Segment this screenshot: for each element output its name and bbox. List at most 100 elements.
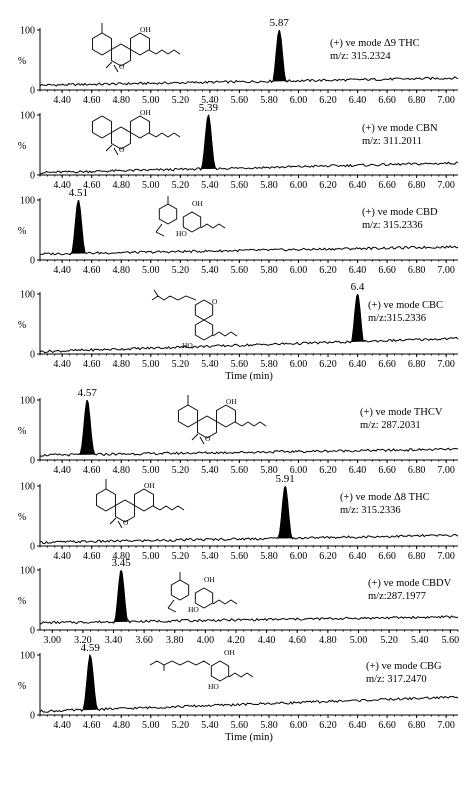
molecule-structure-thc: OH O bbox=[96, 479, 185, 529]
x-tick-label: 4.60 bbox=[83, 359, 101, 370]
x-tick-label: 5.40 bbox=[201, 465, 219, 476]
x-tick-label: 5.80 bbox=[260, 180, 278, 191]
y-axis-percent-label: % bbox=[18, 320, 26, 331]
x-tick-label: 7.00 bbox=[437, 359, 455, 370]
x-tick-label: 4.60 bbox=[83, 265, 101, 276]
x-tick-label: 6.00 bbox=[290, 465, 308, 476]
peak-fill bbox=[69, 199, 88, 254]
x-tick-label: 5.00 bbox=[142, 465, 160, 476]
mol-label-oh: OH bbox=[140, 25, 151, 34]
x-tick-label: 3.20 bbox=[74, 635, 92, 646]
x-tick-label: 7.00 bbox=[437, 265, 455, 276]
x-tick-label: 6.20 bbox=[319, 720, 337, 731]
x-tick-label: 4.40 bbox=[53, 359, 71, 370]
x-tick-label: 6.00 bbox=[290, 180, 308, 191]
peak-retention-label: 4.57 bbox=[78, 387, 98, 399]
x-tick-label: 6.00 bbox=[290, 265, 308, 276]
x-tick-label: 5.60 bbox=[231, 95, 249, 106]
x-tick-label: 5.60 bbox=[231, 359, 249, 370]
peak-fill bbox=[199, 114, 218, 170]
x-tick-label: 4.80 bbox=[112, 180, 130, 191]
ionization-mode-label: (+) ve mode CBDV bbox=[368, 578, 452, 589]
chromatogram-panel-5: 0 100% 4.40 4.60 4.80 5.00 5.20 5.40 5.60 5.80 6.0… bbox=[18, 473, 459, 562]
mol-label-oh: OH bbox=[140, 108, 151, 117]
chromatogram-panel-0: 0 100% 4.40 4.60 4.80 5.00 5.20 5.40 5.60 5.80 6.0… bbox=[18, 17, 459, 106]
y-tick-label: 0 bbox=[30, 171, 35, 182]
x-tick-label: 5.00 bbox=[142, 265, 160, 276]
mol-label-o: O bbox=[119, 62, 125, 71]
x-tick-label: 4.60 bbox=[83, 720, 101, 731]
x-tick-label: 6.80 bbox=[408, 720, 426, 731]
mol-label-oh: OH bbox=[192, 199, 203, 208]
mz-value-label: m/z: 311.2011 bbox=[362, 136, 422, 147]
chromatogram-trace bbox=[39, 400, 459, 457]
y-tick-label: 0 bbox=[30, 256, 35, 267]
x-tick-label: 5.20 bbox=[380, 635, 398, 646]
x-tick-label: 5.20 bbox=[172, 465, 190, 476]
x-tick-label: 5.20 bbox=[172, 95, 190, 106]
x-tick-label: 5.40 bbox=[201, 265, 219, 276]
x-tick-label: 5.40 bbox=[411, 635, 429, 646]
x-tick-label: 4.80 bbox=[112, 465, 130, 476]
y-tick-label: 100 bbox=[20, 196, 35, 207]
y-axis-percent-label: % bbox=[18, 512, 26, 523]
y-tick-label: 100 bbox=[20, 651, 35, 662]
ionization-mode-label: (+) ve mode CBN bbox=[362, 123, 438, 134]
x-tick-label: 4.80 bbox=[112, 95, 130, 106]
x-tick-label: 5.80 bbox=[260, 720, 278, 731]
peak-retention-label: 3.45 bbox=[112, 557, 132, 569]
x-axis-title: Time (min) bbox=[225, 732, 273, 743]
x-tick-label: 4.00 bbox=[197, 635, 215, 646]
chromatogram-trace bbox=[39, 199, 459, 256]
x-tick-label: 5.80 bbox=[260, 551, 278, 562]
x-tick-label: 6.40 bbox=[349, 95, 367, 106]
x-tick-label: 7.00 bbox=[437, 95, 455, 106]
mol-label-ho: HO bbox=[176, 229, 187, 238]
mz-value-label: m/z: 315.2336 bbox=[362, 220, 423, 231]
mol-label-o: O bbox=[123, 518, 129, 527]
x-tick-label: 6.80 bbox=[408, 465, 426, 476]
x-tick-label: 6.00 bbox=[290, 720, 308, 731]
x-tick-label: 6.80 bbox=[408, 551, 426, 562]
chromatogram-panel-7: 0 100% 4.40 4.60 4.80 5.00 5.20 5.40 5.60 5.80 6.0… bbox=[18, 642, 459, 743]
x-tick-label: 6.40 bbox=[349, 265, 367, 276]
x-tick-label: 4.80 bbox=[112, 265, 130, 276]
x-tick-label: 5.00 bbox=[142, 551, 160, 562]
peak-fill bbox=[276, 485, 294, 539]
chromatogram-panel-6: 0 100% 3.00 3.20 3.40 3.60 3.80 4.00 4.20 4.40 4.6… bbox=[18, 557, 459, 646]
x-tick-label: 6.40 bbox=[349, 465, 367, 476]
x-tick-label: 5.60 bbox=[231, 180, 249, 191]
x-tick-label: 5.80 bbox=[260, 265, 278, 276]
y-tick-label: 0 bbox=[30, 711, 35, 722]
y-tick-label: 0 bbox=[30, 456, 35, 467]
x-tick-label: 6.80 bbox=[408, 265, 426, 276]
chromatogram-panel-1: 0 100% 4.40 4.60 4.80 5.00 5.20 5.40 5.60 5.80 6.0… bbox=[18, 102, 459, 191]
chromatogram-panel-2: 0 100% 4.40 4.60 4.80 5.00 5.20 5.40 5.60 5.80 6.0… bbox=[18, 187, 459, 276]
ionization-mode-label: (+) ve mode THCV bbox=[360, 407, 443, 418]
molecule-structure-cbn: OH O bbox=[92, 108, 181, 156]
y-axis-percent-label: % bbox=[18, 681, 26, 692]
molecule-structure-cbd: OH HO bbox=[167, 572, 238, 614]
peak-retention-label: 5.87 bbox=[270, 17, 290, 29]
peak-retention-label: 6.4 bbox=[351, 281, 365, 293]
x-tick-label: 3.60 bbox=[135, 635, 153, 646]
x-tick-label: 6.60 bbox=[378, 180, 396, 191]
ionization-mode-label: (+) ve mode CBG bbox=[366, 661, 442, 672]
x-tick-label: 4.60 bbox=[83, 95, 101, 106]
y-tick-label: 100 bbox=[20, 290, 35, 301]
molecule-structure-cbc: O HO bbox=[151, 289, 238, 350]
ionization-mode-label: (+) ve mode CBD bbox=[362, 207, 438, 218]
x-tick-label: 6.40 bbox=[349, 180, 367, 191]
x-tick-label: 6.60 bbox=[378, 359, 396, 370]
y-tick-label: 100 bbox=[20, 482, 35, 493]
x-tick-label: 5.40 bbox=[201, 359, 219, 370]
x-tick-label: 5.80 bbox=[260, 359, 278, 370]
x-tick-label: 5.80 bbox=[260, 465, 278, 476]
y-tick-label: 100 bbox=[20, 111, 35, 122]
x-tick-label: 5.60 bbox=[231, 265, 249, 276]
molecule-structure-thc: OH O bbox=[92, 23, 181, 73]
x-tick-label: 4.40 bbox=[53, 95, 71, 106]
x-tick-label: 3.80 bbox=[166, 635, 184, 646]
x-tick-label: 5.20 bbox=[172, 265, 190, 276]
x-tick-label: 3.40 bbox=[105, 635, 123, 646]
